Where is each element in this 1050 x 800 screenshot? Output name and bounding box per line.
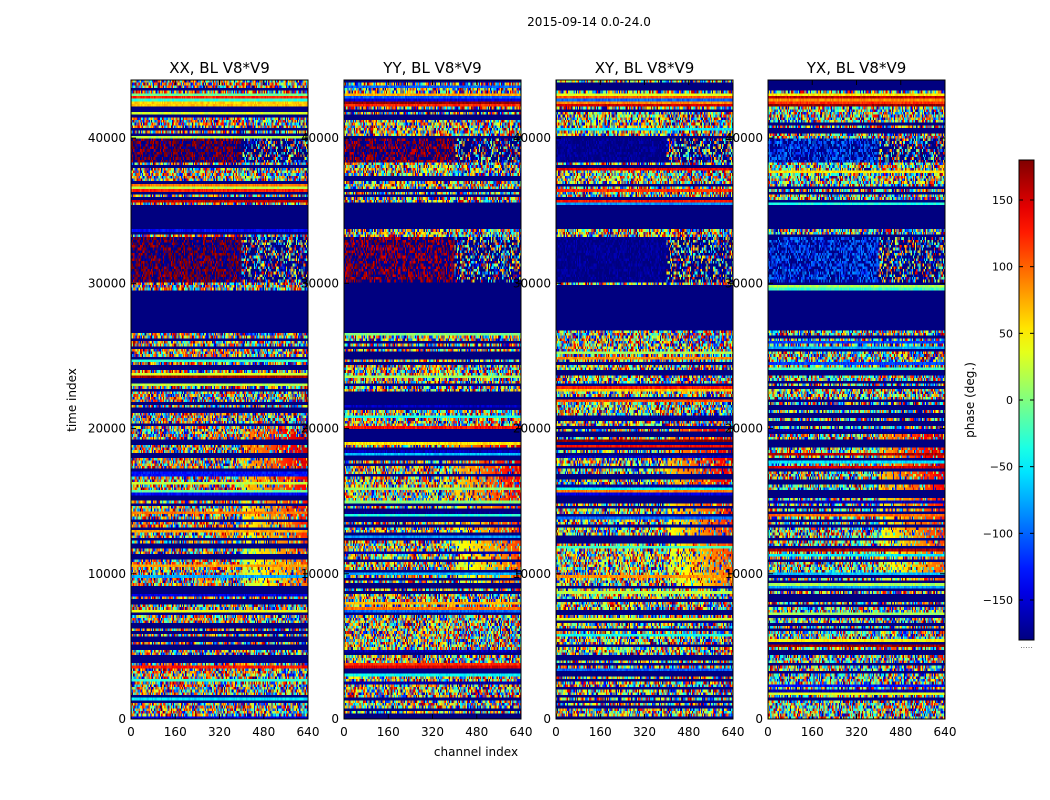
- heatmap-panel: XX, BL V8*V9 0 160 320 480 640 0 10000 20000 3000…: [88, 59, 320, 739]
- x-tick-label: 160: [164, 725, 187, 739]
- x-tick-label: 0: [764, 725, 772, 739]
- colorbar-footnote: .....: [1020, 641, 1033, 650]
- panel-title: XY, BL V8*V9: [595, 59, 695, 77]
- y-tick-label: 0: [755, 712, 763, 726]
- x-tick-label: 640: [934, 725, 957, 739]
- y-tick-label: 10000: [513, 567, 551, 581]
- x-tick-label: 480: [889, 725, 912, 739]
- y-tick-label: 30000: [88, 276, 126, 290]
- y-tick-label: 30000: [513, 276, 551, 290]
- y-tick-label: 40000: [513, 131, 551, 145]
- colorbar-tick-label: 150: [992, 194, 1013, 207]
- colorbar-tick-label: −150: [983, 594, 1013, 607]
- y-tick-label: 20000: [301, 422, 339, 436]
- x-tick-label: 320: [421, 725, 444, 739]
- x-tick-label: 320: [845, 725, 868, 739]
- panel-title: YY, BL V8*V9: [382, 59, 481, 77]
- y-tick-label: 40000: [301, 131, 339, 145]
- y-tick-label: 40000: [88, 131, 126, 145]
- x-tick-label: 480: [252, 725, 275, 739]
- y-tick-label: 10000: [88, 567, 126, 581]
- colorbar-tick-label: 100: [992, 261, 1013, 274]
- x-tick-label: 320: [208, 725, 231, 739]
- y-tick-label: 20000: [725, 422, 763, 436]
- heatmap-panels: XX, BL V8*V9 0 160 320 480 640 0 10000 20000 3000…: [88, 59, 957, 739]
- figure-suptitle: 2015-09-14 0.0-24.0: [527, 15, 651, 29]
- panel-title: YX, BL V8*V9: [806, 59, 907, 77]
- colorbar: 150 100 50 0 −50 −100 −150 phase (deg.).....: [963, 159, 1035, 650]
- y-tick-label: 40000: [725, 131, 763, 145]
- x-tick-label: 0: [552, 725, 560, 739]
- x-tick-label: 0: [340, 725, 348, 739]
- y-tick-label: 30000: [301, 276, 339, 290]
- phase-heatmap-image: [556, 80, 733, 719]
- x-tick-label: 160: [377, 725, 400, 739]
- colorbar-tick-label: 0: [1006, 394, 1013, 407]
- heatmap-panel: YX, BL V8*V9 0 160 320 480 640 0 10000 20000 3000…: [725, 59, 957, 739]
- y-tick-label: 30000: [725, 276, 763, 290]
- panel-title: XX, BL V8*V9: [169, 59, 270, 77]
- phase-heatmap-image: [768, 80, 945, 719]
- x-tick-label: 160: [589, 725, 612, 739]
- colorbar-tick-label: −50: [990, 461, 1013, 474]
- y-tick-label: 20000: [88, 422, 126, 436]
- x-tick-label: 640: [722, 725, 745, 739]
- x-tick-label: 480: [677, 725, 700, 739]
- x-tick-label: 640: [297, 725, 320, 739]
- x-tick-label: 640: [510, 725, 533, 739]
- phase-heatmap-image: [131, 80, 308, 719]
- colorbar-tick-label: −100: [983, 527, 1013, 540]
- x-tick-label: 0: [127, 725, 135, 739]
- heatmap-panel: YY, BL V8*V9 0 160 320 480 640 0 10000 20000 3000…: [301, 59, 533, 739]
- y-tick-label: 0: [331, 712, 339, 726]
- x-tick-label: 320: [633, 725, 656, 739]
- y-tick-label: 20000: [513, 422, 551, 436]
- y-tick-label: 10000: [301, 567, 339, 581]
- colorbar-label: phase (deg.): [963, 362, 977, 438]
- y-tick-label: 0: [118, 712, 126, 726]
- x-tick-label: 160: [801, 725, 824, 739]
- y-tick-label: 10000: [725, 567, 763, 581]
- y-tick-label: 0: [543, 712, 551, 726]
- x-axis-label: channel index: [434, 745, 518, 759]
- phase-heatmap-image: [344, 80, 521, 719]
- heatmap-panel: XY, BL V8*V9 0 160 320 480 640 0 10000 20000 3000…: [513, 59, 745, 739]
- x-tick-label: 480: [465, 725, 488, 739]
- colorbar-tick-label: 50: [999, 327, 1013, 340]
- y-axis-label: time index: [65, 368, 79, 432]
